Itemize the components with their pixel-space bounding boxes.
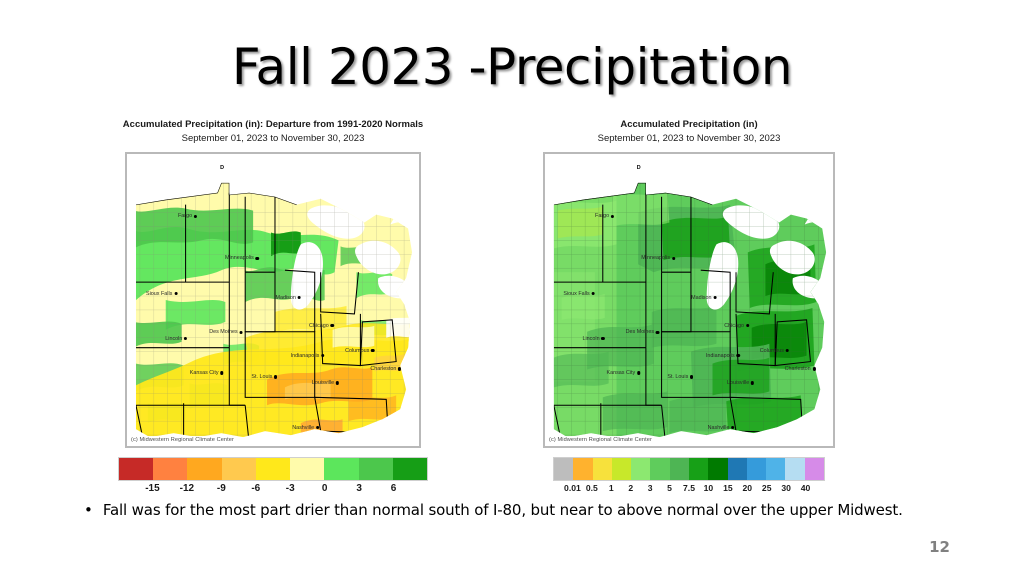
city-label-des-moines-right: Des Moines: [626, 329, 660, 335]
colorbar-tick-label: 7.5: [683, 483, 695, 493]
map-left-svg: [126, 153, 420, 447]
colorbar-accumulated-swatches: [553, 457, 825, 481]
colorbar-tick-label: -3: [285, 483, 295, 494]
city-label-louisville-right: Louisville: [727, 380, 755, 386]
city-label-fargo-right: Fargo: [595, 213, 615, 219]
colorbar-swatch: [119, 458, 154, 480]
city-label-charleston-right: Charleston: [785, 366, 816, 372]
colorbar-accumulated-ticks: 0.01 0.5 1 2 3 5 7.5 10 15 20 25 30 40: [553, 483, 825, 498]
colorbar-departure-ticks: -15 -12 -9 -6 -3 0 3 6: [118, 483, 428, 498]
map-departure-from-normal[interactable]: D Fargo Minneapolis Sioux Falls Madison …: [125, 152, 421, 448]
colorbar-tick-label: 3: [647, 483, 653, 493]
colorbar-tick-label: -15: [145, 483, 160, 494]
map-right-canvas: [544, 153, 834, 447]
colorbar-swatch: [650, 458, 670, 480]
colorbar-swatch: [392, 458, 427, 480]
colorbar-tick-label: -6: [251, 483, 261, 494]
colorbar-tick-label: 25: [761, 483, 772, 493]
colorbar-swatch: [221, 458, 256, 480]
colorbar-tick-label: 30: [781, 483, 791, 493]
figure-departure-from-normal: Accumulated Precipitation (in): Departur…: [108, 118, 438, 498]
city-label-louisville: Louisville: [312, 380, 340, 386]
colorbar-swatch: [611, 458, 632, 480]
city-label-st-louis-right: St. Louis: [667, 374, 694, 380]
colorbar-swatch: [324, 458, 359, 480]
colorbar-swatch: [785, 458, 805, 480]
city-label-sioux-falls: Sioux Falls: [146, 291, 178, 297]
city-label-st-louis: St. Louis: [251, 374, 278, 380]
city-label-charleston: Charleston: [370, 366, 402, 372]
map-right-inset-label: D: [636, 164, 641, 171]
city-label-nashville-right: Nashville: [708, 425, 735, 431]
map-left-attribution: (c) Midwestern Regional Climate Center: [129, 436, 236, 444]
map-right-svg: [544, 153, 834, 447]
colorbar-swatch: [804, 458, 824, 480]
colorbar-swatch: [358, 458, 393, 480]
bullet-list: • Fall was for the most part drier than …: [84, 500, 914, 521]
colorbar-swatch: [766, 458, 786, 480]
colorbar-tick-label: -9: [216, 483, 226, 494]
city-label-lincoln: Lincoln: [165, 336, 188, 342]
colorbar-tick-label: 40: [800, 483, 811, 493]
left-figure-title: Accumulated Precipitation (in): Departur…: [122, 119, 424, 130]
city-label-des-moines: Des Moines: [209, 329, 244, 335]
city-label-minneapolis-right: Minneapolis: [641, 255, 675, 261]
colorbar-tick-label: 2: [628, 483, 634, 493]
colorbar-tick-label: 6: [390, 483, 397, 494]
city-label-nashville: Nashville: [292, 425, 319, 431]
colorbar-accumulated: 0.01 0.5 1 2 3 5 7.5 10 15 20 25 30 40: [553, 457, 825, 498]
map-left-canvas: [126, 153, 420, 447]
colorbar-swatch: [255, 458, 291, 480]
page-title: Fall 2023 -Precipitation: [231, 38, 793, 96]
city-label-sioux-falls-right: Sioux Falls: [563, 291, 596, 297]
colorbar-tick-label: 20: [742, 483, 753, 493]
map-accumulated-precipitation[interactable]: D Fargo Minneapolis Sioux Falls Madison …: [543, 152, 835, 448]
colorbar-swatch: [727, 458, 747, 480]
city-label-columbus-right: Columbus: [760, 348, 790, 354]
bullet-text: Fall was for the most part drier than no…: [102, 501, 903, 519]
colorbar-tick-label: 0.5: [585, 483, 598, 493]
colorbar-departure: -15 -12 -9 -6 -3 0 3 6: [118, 457, 428, 498]
colorbar-departure-swatches: [118, 457, 428, 481]
bullet-marker: •: [84, 501, 93, 519]
city-label-indianapolis-right: Indianapolis: [706, 353, 740, 359]
colorbar-swatch: [187, 458, 222, 480]
city-label-chicago: Chicago: [309, 323, 334, 329]
colorbar-tick-label: 3: [356, 483, 362, 494]
city-label-madison: Madison: [275, 295, 302, 301]
figure-accumulated-precipitation: Accumulated Precipitation (in) September…: [543, 118, 835, 498]
colorbar-swatch: [290, 458, 325, 480]
city-label-columbus: Columbus: [345, 348, 375, 354]
city-label-chicago-right: Chicago: [724, 323, 749, 329]
right-figure-title: Accumulated Precipitation (in): [620, 119, 758, 130]
colorbar-swatch: [592, 458, 612, 480]
colorbar-tick-label: 0: [321, 483, 328, 494]
colorbar-tick-label: -12: [179, 483, 195, 494]
colorbar-tick-label: 15: [723, 483, 733, 493]
colorbar-tick-label: 10: [703, 483, 714, 493]
colorbar-swatch: [708, 458, 728, 480]
map-left-inset-label: D: [220, 164, 224, 171]
city-label-kansas-city: Kansas City: [190, 370, 224, 376]
city-label-kansas-city-right: Kansas City: [606, 370, 641, 376]
map-right-attribution: (c) Midwestern Regional Climate Center: [547, 436, 654, 444]
colorbar-swatch: [669, 458, 689, 480]
colorbar-swatch: [153, 458, 188, 480]
city-label-madison-right: Madison: [691, 295, 717, 301]
colorbar-swatch: [688, 458, 709, 480]
colorbar-tick-label: 0.01: [564, 483, 581, 493]
page-number: 12: [929, 538, 950, 556]
colorbar-tick-label: 1: [608, 483, 614, 493]
left-figure-subtitle: September 01, 2023 to November 30, 2023: [181, 133, 365, 144]
colorbar-swatch: [573, 458, 593, 480]
city-label-indianapolis: Indianapolis: [291, 353, 325, 359]
colorbar-swatch: [631, 458, 651, 480]
right-figure-subtitle: September 01, 2023 to November 30, 2023: [597, 133, 781, 144]
city-label-minneapolis: Minneapolis: [225, 255, 259, 261]
colorbar-swatch: [746, 458, 767, 480]
colorbar-tick-label: 5: [667, 483, 672, 493]
city-label-lincoln-right: Lincoln: [582, 336, 605, 342]
colorbar-swatch: [554, 458, 574, 480]
city-label-fargo: Fargo: [178, 213, 198, 219]
